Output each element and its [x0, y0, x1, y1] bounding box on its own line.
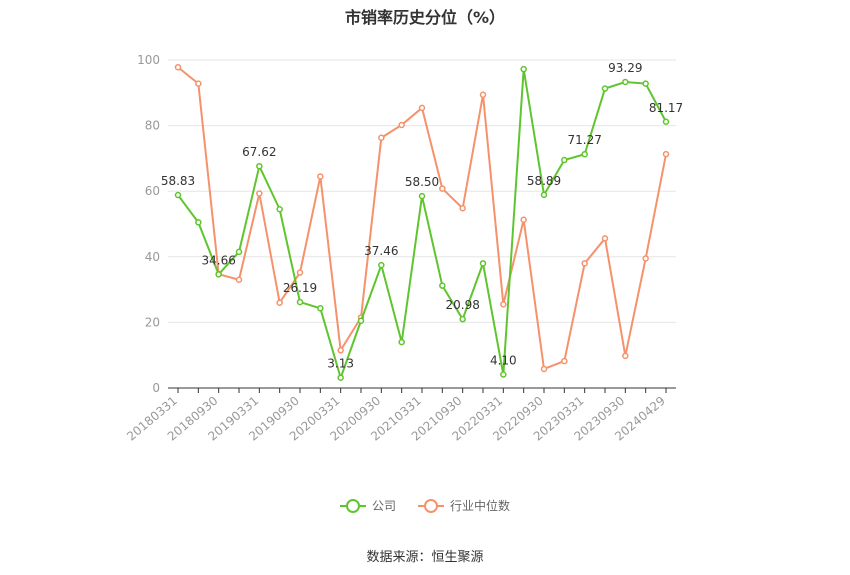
point-industry: [398, 121, 405, 129]
data-label: 93.29: [608, 61, 642, 75]
legend: 公司 行业中位数: [0, 497, 850, 514]
point-company: [479, 260, 487, 267]
point-company: [276, 205, 283, 213]
point-industry: [581, 260, 588, 267]
y-tick-label: 100: [137, 53, 160, 67]
point-company: [256, 162, 263, 170]
point-company: [520, 65, 527, 73]
data-label: 58.83: [161, 174, 195, 188]
y-tick-label: 80: [145, 119, 160, 133]
data-label: 34.66: [201, 253, 235, 267]
point-company: [398, 338, 405, 346]
point-company: [296, 298, 304, 306]
chart-title: 市销率历史分位（%）: [344, 8, 506, 27]
legend-item-company[interactable]: 公司: [339, 497, 396, 514]
point-company: [357, 317, 365, 325]
point-industry: [459, 205, 466, 212]
point-company: [601, 85, 609, 92]
y-tick-label: 60: [145, 184, 160, 198]
data-label: 4.10: [490, 354, 517, 368]
point-industry: [500, 301, 507, 308]
point-industry: [378, 134, 385, 141]
point-industry: [520, 216, 527, 223]
data-label: 81.17: [649, 101, 683, 115]
point-company: [195, 219, 202, 226]
point-company: [540, 191, 548, 199]
data-label: 71.27: [567, 133, 601, 147]
data-label: 3.13: [327, 357, 354, 371]
point-industry: [418, 104, 426, 112]
point-industry: [317, 173, 324, 180]
legend-label-company: 公司: [371, 499, 396, 513]
data-label: 20.98: [445, 298, 479, 312]
point-company: [378, 261, 385, 269]
point-industry: [642, 255, 649, 262]
point-company: [561, 156, 568, 164]
point-industry: [622, 352, 629, 360]
y-tick-label: 0: [152, 381, 160, 395]
point-industry: [337, 347, 344, 354]
point-company: [642, 80, 649, 87]
data-label: 37.46: [364, 244, 398, 258]
data-label: 58.50: [405, 175, 439, 189]
point-industry: [235, 276, 243, 284]
point-company: [174, 191, 182, 199]
point-company: [418, 192, 426, 200]
point-industry: [540, 365, 548, 373]
point-industry: [276, 299, 283, 306]
y-tick-label: 20: [145, 315, 160, 329]
point-industry: [561, 357, 568, 365]
data-label: 26.19: [283, 281, 317, 295]
point-industry: [662, 150, 670, 158]
point-industry: [195, 80, 202, 87]
point-company: [439, 282, 446, 289]
point-company: [215, 271, 222, 278]
point-industry: [601, 235, 609, 242]
point-industry: [439, 185, 446, 192]
point-company: [500, 371, 507, 378]
data-source: 数据来源：恒生聚源: [366, 550, 484, 565]
point-company: [317, 305, 324, 312]
point-company: [235, 248, 243, 256]
point-industry: [479, 91, 487, 99]
data-label: 67.62: [242, 145, 276, 159]
point-company: [622, 78, 629, 86]
point-industry: [256, 190, 263, 197]
point-company: [581, 150, 588, 158]
point-company: [459, 315, 466, 323]
point-industry: [174, 63, 182, 71]
y-tick-label: 40: [145, 250, 160, 264]
legend-marker-industry-icon: [418, 498, 444, 513]
legend-label-industry: 行业中位数: [450, 499, 511, 513]
point-industry: [296, 269, 304, 276]
legend-marker-company-icon: [339, 498, 366, 513]
legend-item-industry[interactable]: 行业中位数: [418, 497, 510, 514]
series-line-company: [177, 68, 667, 379]
data-label: 58.89: [527, 174, 561, 188]
point-company: [337, 374, 344, 381]
point-company: [662, 118, 670, 126]
series-line-industry: [177, 66, 667, 370]
